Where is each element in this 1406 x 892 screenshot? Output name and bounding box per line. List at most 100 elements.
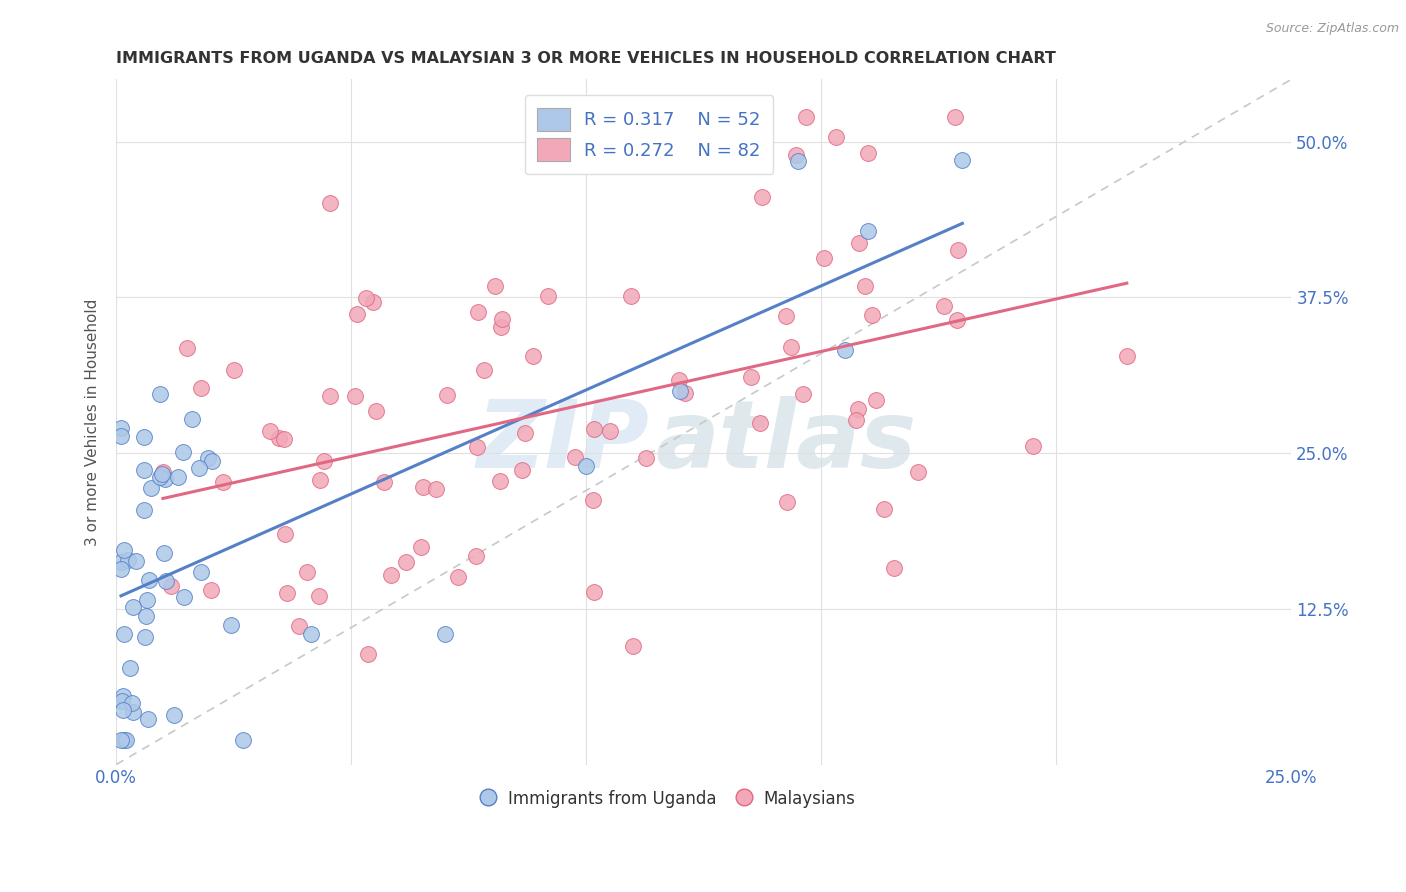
Point — [825, 130, 848, 145]
Point — [515, 425, 537, 440]
Point — [112, 542, 135, 557]
Point — [366, 403, 388, 417]
Point — [855, 278, 877, 293]
Point — [155, 472, 177, 486]
Point — [883, 561, 905, 575]
Point — [344, 389, 367, 403]
Point — [522, 349, 544, 363]
Point — [425, 482, 447, 496]
Legend: Immigrants from Uganda, Malaysians: Immigrants from Uganda, Malaysians — [475, 783, 862, 814]
Point — [314, 454, 336, 468]
Point — [112, 732, 135, 747]
Text: Source: ZipAtlas.com: Source: ZipAtlas.com — [1265, 22, 1399, 36]
Point — [153, 546, 176, 560]
Point — [447, 569, 470, 583]
Point — [274, 526, 297, 541]
Point — [621, 639, 644, 653]
Point — [873, 501, 896, 516]
Point — [152, 465, 174, 479]
Point — [150, 467, 173, 482]
Point — [273, 432, 295, 446]
Point — [121, 696, 143, 710]
Point — [111, 703, 134, 717]
Point — [467, 440, 489, 454]
Point — [190, 381, 212, 395]
Point — [582, 493, 605, 508]
Point — [564, 450, 586, 464]
Point — [222, 363, 245, 377]
Point — [135, 593, 157, 607]
Point — [188, 461, 211, 475]
Point — [200, 582, 222, 597]
Point — [176, 341, 198, 355]
Point — [845, 413, 868, 427]
Point — [197, 451, 219, 466]
Point — [865, 392, 887, 407]
Point — [120, 661, 142, 675]
Point — [813, 251, 835, 265]
Point — [434, 627, 457, 641]
Point — [395, 555, 418, 569]
Point — [491, 311, 513, 326]
Point — [467, 305, 489, 319]
Point — [163, 708, 186, 723]
Point — [834, 343, 856, 357]
Point — [319, 196, 342, 211]
Point — [219, 617, 242, 632]
Point — [794, 110, 817, 124]
Point — [484, 278, 506, 293]
Point — [138, 573, 160, 587]
Point — [858, 224, 880, 238]
Point — [537, 289, 560, 303]
Point — [124, 554, 146, 568]
Point — [155, 574, 177, 588]
Point — [259, 424, 281, 438]
Point — [180, 411, 202, 425]
Point — [110, 421, 132, 435]
Point — [115, 732, 138, 747]
Point — [110, 562, 132, 576]
Point — [232, 732, 254, 747]
Point — [110, 429, 132, 443]
Point — [132, 463, 155, 477]
Point — [110, 555, 132, 569]
Point — [136, 712, 159, 726]
Text: atlas: atlas — [655, 396, 917, 489]
Point — [356, 291, 378, 305]
Point — [792, 387, 814, 401]
Point — [436, 388, 458, 402]
Point — [409, 541, 432, 555]
Point — [575, 459, 598, 474]
Point — [943, 110, 966, 124]
Point — [112, 689, 135, 703]
Point — [132, 430, 155, 444]
Point — [309, 473, 332, 487]
Point — [751, 190, 773, 204]
Point — [950, 153, 973, 167]
Point — [319, 389, 342, 403]
Point — [749, 416, 772, 430]
Point — [510, 462, 533, 476]
Point — [117, 552, 139, 566]
Text: IMMIGRANTS FROM UGANDA VS MALAYSIAN 3 OR MORE VEHICLES IN HOUSEHOLD CORRELATION : IMMIGRANTS FROM UGANDA VS MALAYSIAN 3 OR… — [117, 51, 1056, 66]
Point — [173, 590, 195, 604]
Point — [740, 369, 762, 384]
Point — [860, 308, 883, 322]
Point — [299, 627, 322, 641]
Point — [111, 694, 134, 708]
Point — [373, 475, 395, 489]
Point — [673, 386, 696, 401]
Point — [121, 705, 143, 719]
Point — [134, 631, 156, 645]
Point — [907, 465, 929, 479]
Text: ZIP: ZIP — [477, 396, 650, 489]
Point — [785, 147, 807, 161]
Point — [361, 294, 384, 309]
Point — [167, 470, 190, 484]
Point — [932, 299, 955, 313]
Point — [1115, 349, 1137, 363]
Point — [308, 589, 330, 603]
Point — [858, 145, 880, 160]
Point — [346, 307, 368, 321]
Point — [149, 387, 172, 401]
